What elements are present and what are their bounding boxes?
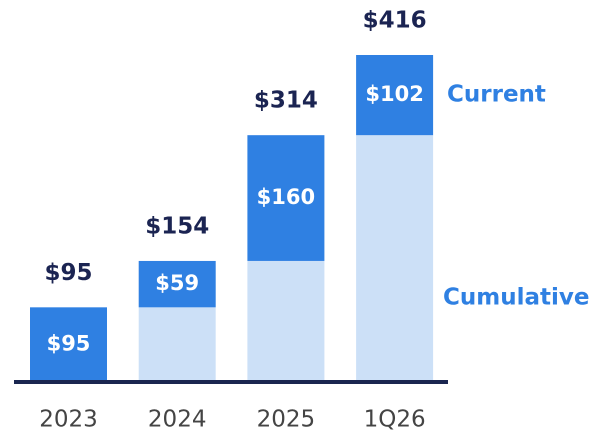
legend-label: Cumulative (443, 285, 589, 311)
total-label: $154 (145, 213, 209, 239)
total-label: $314 (254, 88, 318, 114)
total-label: $416 (363, 8, 427, 34)
bar-segment (30, 307, 107, 382)
x-tick-label: 2025 (257, 407, 316, 433)
segment-label: $95 (47, 332, 91, 356)
total-label: $95 (44, 260, 92, 286)
legend-label: Current (447, 82, 546, 108)
segment-label: $59 (155, 271, 199, 295)
x-tick-label: 1Q26 (364, 407, 426, 433)
bar-segment (356, 55, 434, 136)
bar-segment (247, 135, 325, 261)
segment-label: $160 (257, 185, 315, 209)
x-tick-label: 2024 (148, 407, 207, 433)
bar-segment (138, 260, 216, 308)
bar-segment (138, 307, 216, 382)
bar-segment (356, 135, 434, 382)
segment-label: $102 (365, 82, 423, 106)
x-tick-label: 2023 (39, 407, 98, 433)
bar-segment (247, 260, 325, 382)
